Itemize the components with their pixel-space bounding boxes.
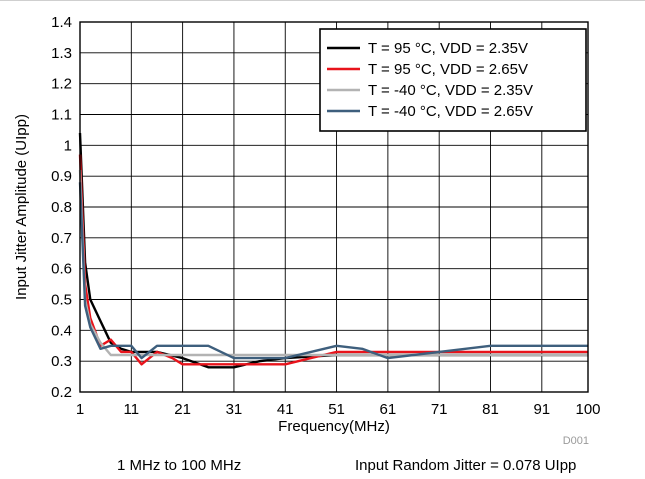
top-divider: [0, 0, 645, 1]
x-tick-label: 31: [226, 401, 243, 418]
y-tick-label: 0.7: [51, 230, 72, 247]
legend-label-1: T = 95 °C, VDD = 2.35V: [368, 40, 528, 57]
x-axis-title: Frequency(MHz): [278, 418, 390, 435]
y-tick-label: 1: [64, 137, 72, 154]
y-tick-label: 0.3: [51, 353, 72, 370]
series-line-3: [78, 169, 588, 357]
x-tick-label: 51: [328, 401, 345, 418]
y-tick-label: 1.1: [51, 107, 72, 124]
y-tick-label: 0.6: [51, 261, 72, 278]
series-lines: [78, 132, 588, 369]
x-tick-label: 1: [76, 401, 84, 418]
series-line-4: [78, 182, 588, 360]
y-tick-label: 0.5: [51, 292, 72, 309]
x-tick-label: 11: [124, 401, 140, 418]
y-tick-label: 1.3: [51, 45, 72, 62]
plot-frame: [79, 21, 589, 393]
legend-label-4: T = -40 °C, VDD = 2.65V: [368, 103, 533, 120]
tick-labels: 1 11 21 31 41 51 61 71 81 91 1000.20.30.40.50.60.7…: [51, 14, 600, 418]
grid: [80, 22, 588, 392]
legend-box: [319, 28, 587, 132]
y-tick-label: 0.8: [51, 199, 72, 216]
x-tick-label: 81: [482, 401, 499, 418]
legend: T = 95 °C, VDD = 2.35V T = 95 °C, VDD = 2…: [319, 28, 587, 132]
x-tick-label: 41: [277, 401, 294, 418]
x-tick-label: 21: [174, 401, 191, 418]
caption-range: 1 MHz to 100 MHz: [117, 457, 242, 474]
y-tick-label: 1.4: [51, 14, 72, 31]
figure-id: D001: [563, 435, 589, 447]
y-axis-title: Input Jitter Amplitude (UIpp): [13, 114, 30, 300]
y-tick-label: 1.2: [51, 76, 72, 93]
legend-label-2: T = 95 °C, VDD = 2.65V: [368, 61, 528, 78]
y-tick-label: 0.4: [51, 322, 72, 339]
y-tick-label: 0.2: [51, 384, 72, 401]
x-tick-label: 100: [575, 401, 600, 418]
x-tick-label: 91: [533, 401, 550, 418]
x-tick-label: 71: [431, 401, 448, 418]
x-tick-label: 61: [380, 401, 397, 418]
y-tick-label: 0.9: [51, 168, 72, 185]
series-line-2: [78, 154, 588, 366]
caption-jitter: Input Random Jitter = 0.078 UIpp: [355, 457, 577, 474]
legend-label-3: T = -40 °C, VDD = 2.35V: [368, 82, 533, 99]
series-line-1: [78, 132, 588, 369]
